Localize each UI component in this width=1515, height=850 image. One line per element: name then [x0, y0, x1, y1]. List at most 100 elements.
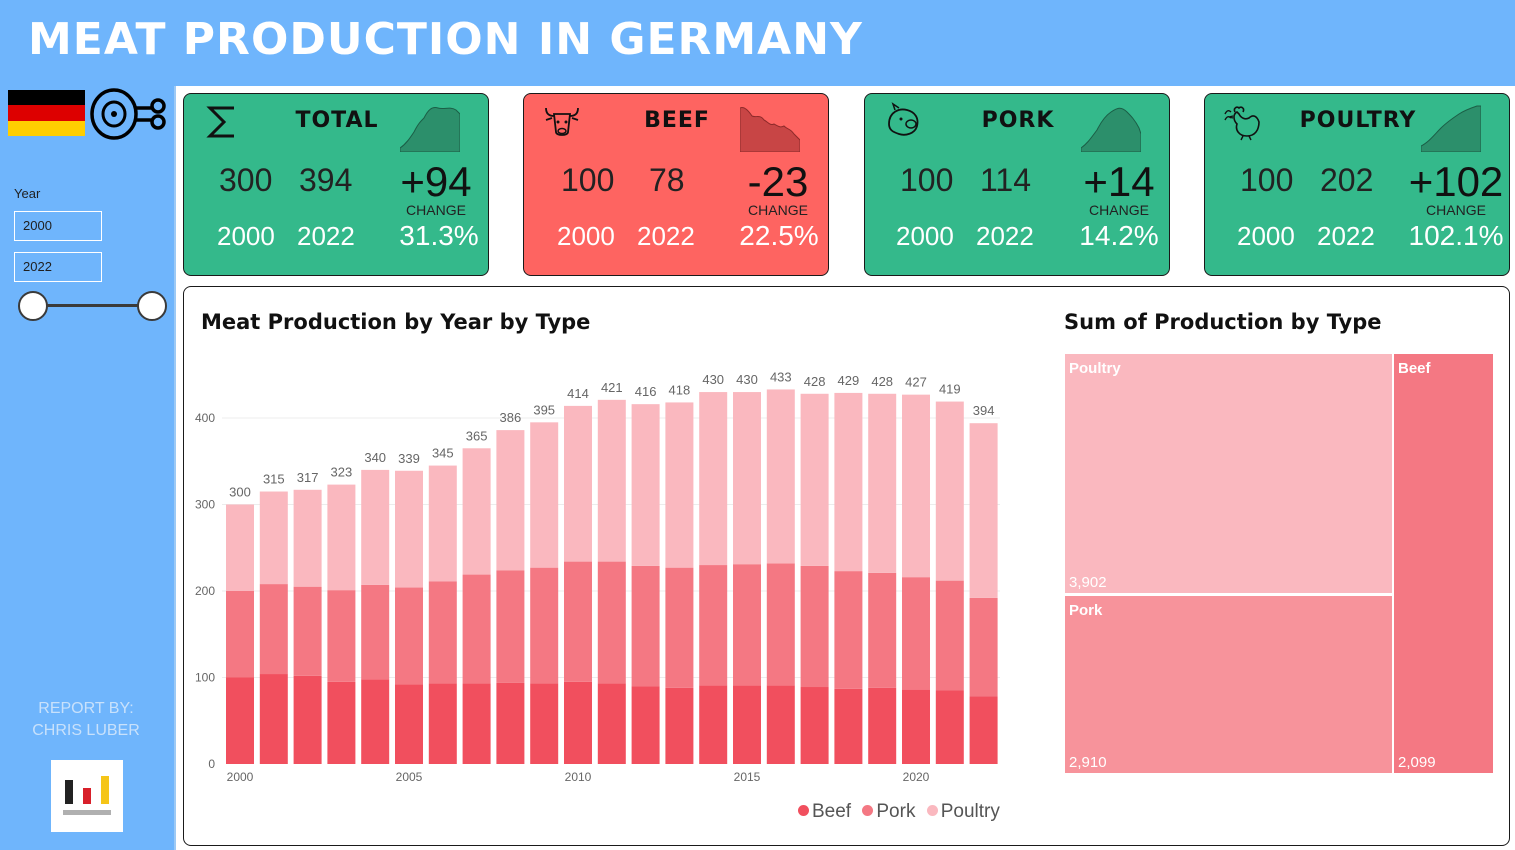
data-label: 395 [533, 402, 555, 417]
bar-segment-poultry[interactable] [631, 404, 660, 566]
bar-segment-pork[interactable] [631, 565, 660, 687]
data-label: 315 [263, 472, 285, 487]
bar-segment-pork[interactable] [462, 574, 491, 684]
meat-leg-icon [90, 88, 166, 140]
bar-segment-pork[interactable] [597, 561, 626, 684]
bar-segment-beef[interactable] [935, 690, 964, 764]
data-label: 300 [229, 485, 251, 500]
bar-segment-poultry[interactable] [935, 401, 964, 581]
bar-segment-pork[interactable] [327, 590, 356, 682]
bar-segment-pork[interactable] [564, 561, 592, 682]
data-label: 428 [871, 374, 893, 389]
treemap-cell-pork[interactable]: Pork 2,910 [1063, 594, 1394, 775]
bar-segment-beef[interactable] [800, 687, 829, 764]
bar-segment-beef[interactable] [293, 675, 322, 764]
bar-segment-poultry[interactable] [800, 393, 829, 566]
y-tick-label: 200 [195, 584, 215, 598]
bar-segment-poultry[interactable] [428, 465, 457, 582]
bar-segment-poultry[interactable] [665, 402, 694, 568]
bar-segment-pork[interactable] [834, 571, 863, 689]
bar-segment-pork[interactable] [868, 572, 897, 688]
bar-segment-poultry[interactable] [969, 423, 998, 598]
bar-segment-poultry[interactable] [902, 394, 930, 578]
kpi-start-year: 2000 [896, 221, 954, 251]
bar-segment-beef[interactable] [665, 687, 694, 764]
kpi-end-year: 2022 [976, 221, 1034, 251]
bar-segment-pork[interactable] [935, 580, 964, 691]
legend-item-beef[interactable]: Beef [798, 801, 851, 822]
bar-segment-pork[interactable] [699, 565, 728, 686]
year-start-input[interactable]: 2000 [14, 211, 102, 241]
bar-chart-title: Meat Production by Year by Type [201, 310, 591, 334]
legend-item-pork[interactable]: Pork [862, 801, 915, 822]
bar-segment-poultry[interactable] [564, 405, 592, 562]
bar-segment-pork[interactable] [226, 591, 254, 678]
bar-segment-beef[interactable] [902, 689, 930, 764]
bar-segment-beef[interactable] [564, 681, 592, 764]
bar-segment-pork[interactable] [766, 563, 795, 686]
bar-segment-beef[interactable] [327, 681, 356, 764]
data-label: 430 [736, 372, 758, 387]
bar-segment-pork[interactable] [428, 581, 457, 684]
bar-segment-beef[interactable] [699, 685, 728, 764]
bar-segment-poultry[interactable] [462, 448, 491, 575]
bar-segment-poultry[interactable] [834, 392, 863, 572]
bar-segment-beef[interactable] [631, 686, 660, 764]
bar-segment-pork[interactable] [293, 586, 322, 676]
bar-segment-pork[interactable] [800, 565, 829, 688]
bar-segment-poultry[interactable] [259, 491, 288, 585]
bar-segment-pork[interactable] [530, 567, 559, 684]
data-label: 429 [838, 373, 860, 388]
data-label: 339 [398, 451, 420, 466]
treemap-label: Beef [1398, 360, 1431, 377]
bar-segment-poultry[interactable] [766, 389, 795, 564]
bar-segment-beef[interactable] [226, 677, 254, 765]
bar-segment-beef[interactable] [530, 683, 559, 764]
bar-segment-beef[interactable] [868, 687, 897, 764]
bar-segment-pork[interactable] [361, 584, 390, 680]
bar-segment-poultry[interactable] [597, 399, 626, 562]
bar-segment-poultry[interactable] [733, 392, 761, 565]
bar-segment-poultry[interactable] [361, 469, 390, 585]
bar-segment-poultry[interactable] [699, 392, 728, 566]
kpi-change: -23 [747, 158, 809, 205]
bar-segment-beef[interactable] [462, 683, 491, 764]
bar-segment-pork[interactable] [969, 597, 998, 697]
bar-segment-pork[interactable] [902, 577, 930, 690]
bar-segment-beef[interactable] [259, 674, 288, 764]
bar-segment-pork[interactable] [496, 570, 525, 683]
bar-segment-beef[interactable] [361, 679, 390, 764]
bar-segment-pork[interactable] [395, 587, 423, 685]
bar-segment-pork[interactable] [733, 564, 761, 686]
bar-segment-poultry[interactable] [530, 422, 559, 568]
bar-segment-beef[interactable] [766, 685, 795, 764]
kpi-percent: 22.5% [739, 220, 819, 251]
treemap-value: 3,902 [1069, 574, 1107, 591]
bar-segment-poultry[interactable] [395, 470, 423, 588]
bar-segment-poultry[interactable] [496, 430, 525, 571]
bar-segment-beef[interactable] [428, 683, 457, 764]
bar-segment-beef[interactable] [395, 684, 423, 764]
bar-segment-beef[interactable] [597, 683, 626, 764]
bar-segment-beef[interactable] [733, 685, 761, 764]
bar-segment-poultry[interactable] [327, 484, 356, 591]
treemap-cell-poultry[interactable]: Poultry 3,902 [1063, 352, 1394, 595]
bar-segment-poultry[interactable] [293, 489, 322, 587]
legend-item-poultry[interactable]: Poultry [926, 801, 1000, 822]
bar-segment-beef[interactable] [496, 682, 525, 764]
year-slider-track[interactable] [32, 304, 152, 307]
bar-segment-poultry[interactable] [868, 393, 897, 573]
kpi-end-year: 2022 [297, 221, 355, 251]
year-end-input[interactable]: 2022 [14, 252, 102, 282]
kpi-title: PORK [981, 108, 1055, 133]
bar-segment-pork[interactable] [665, 567, 694, 688]
bar-segment-poultry[interactable] [226, 504, 254, 592]
year-slider-start-handle[interactable] [18, 291, 48, 321]
sparkline-icon [400, 107, 460, 152]
kpi-end-year: 2022 [637, 221, 695, 251]
bar-segment-beef[interactable] [834, 688, 863, 764]
treemap-cell-beef[interactable]: Beef 2,099 [1392, 352, 1495, 775]
bar-segment-beef[interactable] [969, 696, 998, 764]
bar-segment-pork[interactable] [259, 584, 288, 675]
year-slider-end-handle[interactable] [137, 291, 167, 321]
